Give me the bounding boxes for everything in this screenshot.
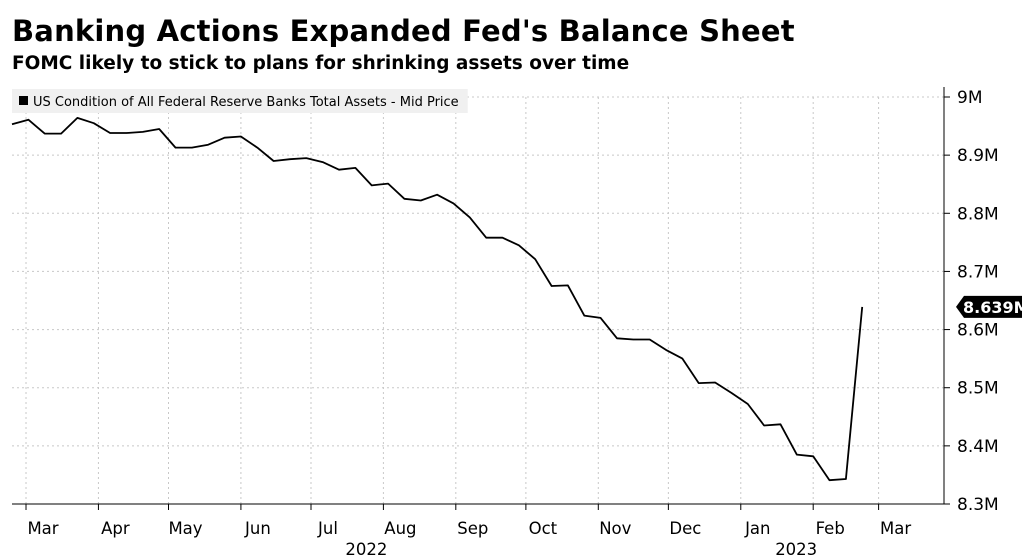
series-group <box>11 117 864 482</box>
x-tick-label: Dec <box>669 519 701 538</box>
y-tick-label: 8.9M <box>957 146 999 166</box>
x-tick-label: Nov <box>599 519 631 538</box>
y-tick-label: 9M <box>957 88 982 108</box>
x-tick-label: Jan <box>744 519 770 538</box>
x-tick-label: Oct <box>529 519 558 538</box>
x-tick-label: Sep <box>457 519 488 538</box>
x-axis: Mar Apr May Jun Jul Aug Sep Oct Nov Dec Jan Feb Mar 2… <box>12 503 944 558</box>
x-year-label: 2023 <box>775 540 817 558</box>
x-year-label: 2022 <box>345 540 387 558</box>
series-line <box>11 117 864 482</box>
y-tick-label: 8.3M <box>957 495 999 515</box>
chart-title: Banking Actions Expanded Fed's Balance S… <box>12 14 795 48</box>
last-value-flag-shape <box>956 295 1022 318</box>
y-tick-label: 8.7M <box>957 262 999 282</box>
last-value-flag: 8.639M <box>956 295 1024 318</box>
x-tick-label: Jul <box>317 519 338 538</box>
last-value-label: 8.639M <box>963 298 1024 317</box>
legend-swatch <box>19 96 28 105</box>
grid-lines <box>12 96 944 505</box>
x-tick-label: Jun <box>244 519 271 538</box>
x-tick-label: May <box>168 519 202 538</box>
x-tick-label: Apr <box>101 519 130 538</box>
legend: US Condition of All Federal Reserve Bank… <box>12 89 468 113</box>
y-tick-label: 8.8M <box>957 204 999 224</box>
y-axis: 9M 8.9M 8.8M 8.7M 8.6M 8.5M 8.4M 8.3M <box>943 87 999 515</box>
y-tick-label: 8.4M <box>957 437 999 457</box>
legend-background <box>12 89 468 113</box>
y-tick-label: 8.5M <box>957 379 999 399</box>
y-tick-label: 8.6M <box>957 321 999 341</box>
x-tick-label: Mar <box>880 519 911 538</box>
x-tick-label: Aug <box>384 519 416 538</box>
chart-subtitle: FOMC likely to stick to plans for shrink… <box>12 53 630 74</box>
x-tick-label: Feb <box>816 519 845 538</box>
x-tick-label: Mar <box>27 519 58 538</box>
legend-label: US Condition of All Federal Reserve Bank… <box>33 95 459 110</box>
